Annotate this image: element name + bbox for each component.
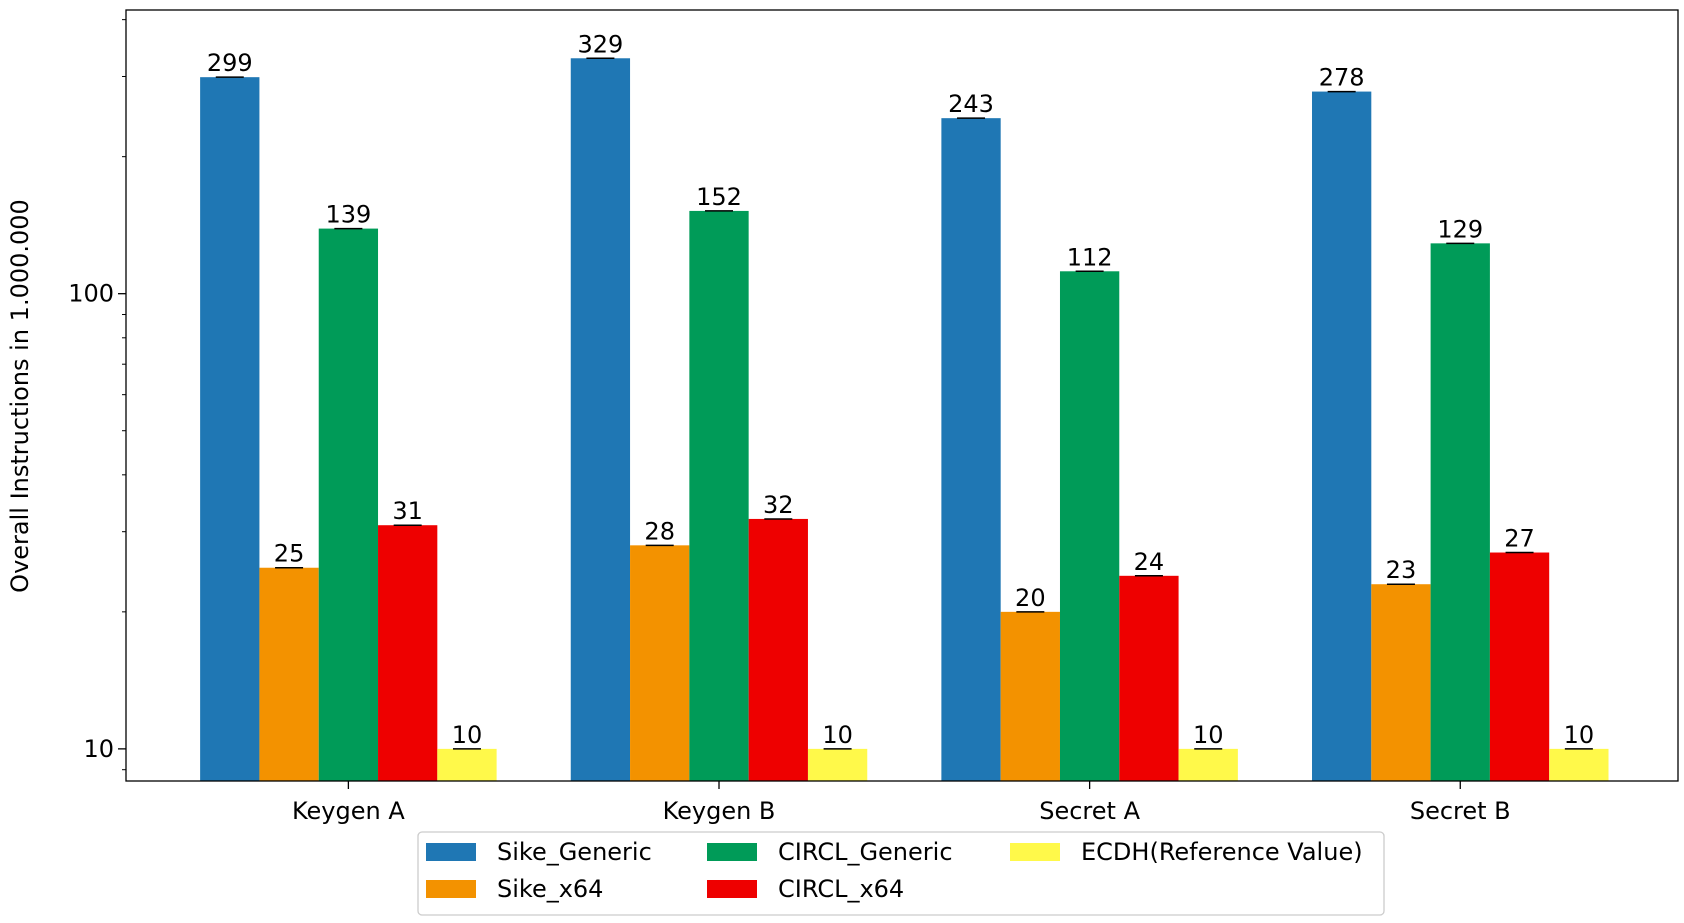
data-label: 25	[274, 540, 305, 568]
data-label: 10	[822, 721, 853, 749]
legend-swatch	[1010, 843, 1060, 861]
x-tick-label: Secret B	[1410, 797, 1511, 825]
bar	[1430, 243, 1490, 781]
x-tick-label: Keygen B	[663, 797, 776, 825]
data-label: 152	[696, 183, 742, 211]
data-label: 139	[325, 201, 371, 229]
x-tick-label: Keygen A	[292, 797, 405, 825]
bar	[748, 518, 808, 781]
bar	[1489, 552, 1550, 781]
legend-swatch	[426, 880, 476, 898]
legend-label: CIRCL_x64	[778, 875, 904, 903]
y-tick-label: 100	[68, 280, 114, 308]
legend-label: Sike_Generic	[497, 838, 652, 866]
data-label: 10	[1193, 721, 1224, 749]
plot-frame	[125, 9, 1679, 782]
bar	[1371, 584, 1431, 781]
bar	[437, 748, 497, 781]
data-label: 20	[1015, 584, 1046, 612]
bar	[1549, 748, 1609, 781]
data-label: 243	[948, 90, 994, 118]
data-label: 299	[207, 49, 253, 77]
data-label: 32	[763, 491, 794, 519]
data-label: 23	[1386, 556, 1417, 584]
legend-label: Sike_x64	[497, 875, 603, 903]
data-label: 27	[1504, 525, 1535, 553]
bar	[318, 228, 379, 782]
legend-label: ECDH(Reference Value)	[1081, 838, 1363, 866]
data-label: 112	[1067, 243, 1113, 271]
bar	[259, 567, 319, 781]
bar	[1119, 575, 1179, 781]
y-tick-label: 10	[83, 735, 114, 763]
bar	[630, 545, 690, 781]
legend-swatch	[707, 880, 757, 898]
bar	[1000, 611, 1060, 781]
data-label: 10	[1564, 721, 1595, 749]
y-axis-title: Overall Instructions in 1.000.000	[6, 199, 34, 593]
bar	[570, 58, 631, 782]
data-label: 129	[1437, 215, 1483, 243]
legend-swatch	[707, 843, 757, 861]
x-axis-ticks: Keygen A Keygen B Secret A Secret B	[292, 781, 1511, 825]
legend-swatch	[426, 843, 476, 861]
data-label: 31	[392, 497, 423, 525]
legend: Sike_Generic Sike_x64 CIRCL_Generic CIRCL_x…	[417, 831, 1385, 916]
data-label: 28	[644, 517, 675, 545]
bars: 299 25 139 31 10 329 28 152 32 10 243 20 112 24 10 278 2…	[200, 30, 1609, 782]
bar	[378, 525, 438, 781]
bar	[200, 77, 260, 781]
bar	[1059, 271, 1120, 781]
data-label: 278	[1319, 64, 1365, 92]
legend-label: CIRCL_Generic	[778, 838, 953, 866]
bar	[941, 118, 1001, 782]
x-tick-label: Secret A	[1039, 797, 1140, 825]
bar	[689, 210, 749, 781]
data-label: 10	[452, 721, 483, 749]
bar	[1178, 748, 1238, 781]
data-label: 24	[1134, 548, 1165, 576]
data-label: 329	[577, 30, 623, 58]
legend-frame	[417, 831, 1385, 916]
bar	[1312, 91, 1372, 781]
bar	[807, 748, 868, 781]
y-axis-ticks: 10 100	[68, 19, 126, 771]
